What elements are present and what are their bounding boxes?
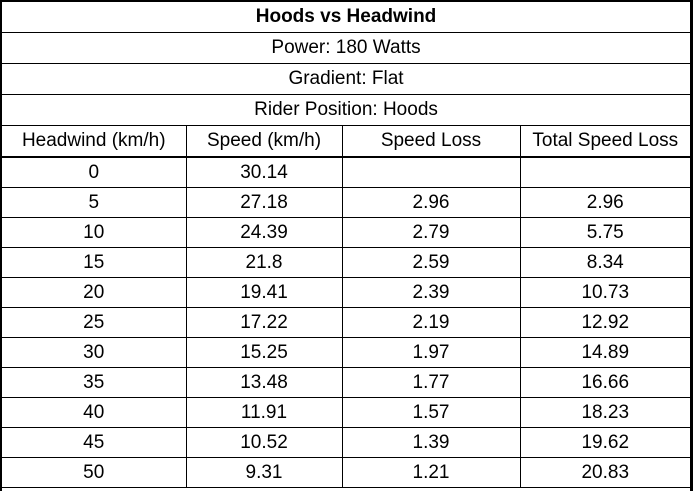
cell-speed-loss: 1.21 — [341, 457, 521, 488]
column-header-row: Headwind (km/h) Speed (km/h) Speed Loss … — [2, 125, 691, 158]
cell-headwind: 50 — [2, 457, 187, 488]
hoods-vs-headwind-table: Hoods vs Headwind Power: 180 Watts Gradi… — [2, 2, 691, 488]
column-header-speed: Speed (km/h) — [185, 125, 343, 158]
table-row: 5 27.18 2.96 2.96 — [2, 187, 691, 218]
cell-speed: 19.41 — [185, 277, 343, 308]
cell-speed: 13.48 — [185, 367, 343, 398]
cell-total-speed-loss: 19.62 — [519, 427, 691, 458]
cell-speed-loss: 2.96 — [341, 187, 521, 218]
cell-speed: 17.22 — [185, 307, 343, 338]
cell-headwind: 35 — [2, 367, 187, 398]
cell-total-speed-loss: 12.92 — [519, 307, 691, 338]
cell-headwind: 20 — [2, 277, 187, 308]
cell-total-speed-loss: 16.66 — [519, 367, 691, 398]
table-subtitle-gradient: Gradient: Flat — [2, 63, 691, 95]
column-header-headwind: Headwind (km/h) — [2, 125, 187, 158]
cell-total-speed-loss: 14.89 — [519, 337, 691, 368]
cell-speed: 27.18 — [185, 187, 343, 218]
cell-headwind: 40 — [2, 397, 187, 428]
table-row: 30 15.25 1.97 14.89 — [2, 337, 691, 368]
cell-total-speed-loss: 5.75 — [519, 217, 691, 248]
cell-headwind: 5 — [2, 187, 187, 218]
cell-headwind: 25 — [2, 307, 187, 338]
table-title: Hoods vs Headwind — [2, 2, 691, 33]
table-row: 0 30.14 — [2, 157, 691, 188]
cell-speed-loss: 1.57 — [341, 397, 521, 428]
cell-speed-loss: 1.97 — [341, 337, 521, 368]
table-row: 50 9.31 1.21 20.83 — [2, 457, 691, 488]
cell-total-speed-loss: 2.96 — [519, 187, 691, 218]
cell-headwind: 0 — [2, 157, 187, 188]
cell-speed: 9.31 — [185, 457, 343, 488]
table-row: 15 21.8 2.59 8.34 — [2, 247, 691, 278]
table-subtitle-rider-position: Rider Position: Hoods — [2, 94, 691, 126]
table-row: 45 10.52 1.39 19.62 — [2, 427, 691, 458]
cell-total-speed-loss: 8.34 — [519, 247, 691, 278]
cell-speed: 11.91 — [185, 397, 343, 428]
table-body: 0 30.14 5 27.18 2.96 2.96 10 24.39 2.79 5.75 15 21.… — [2, 157, 691, 488]
cell-speed: 24.39 — [185, 217, 343, 248]
column-header-speed-loss: Speed Loss — [341, 125, 521, 158]
cell-speed: 21.8 — [185, 247, 343, 278]
cell-speed: 15.25 — [185, 337, 343, 368]
cell-headwind: 15 — [2, 247, 187, 278]
cell-speed-loss: 2.19 — [341, 307, 521, 338]
table-row: 35 13.48 1.77 16.66 — [2, 367, 691, 398]
cell-total-speed-loss: 18.23 — [519, 397, 691, 428]
cell-speed: 30.14 — [185, 157, 343, 188]
cell-total-speed-loss: 20.83 — [519, 457, 691, 488]
cell-headwind: 10 — [2, 217, 187, 248]
table-row: 20 19.41 2.39 10.73 — [2, 277, 691, 308]
cell-speed: 10.52 — [185, 427, 343, 458]
table-row: 10 24.39 2.79 5.75 — [2, 217, 691, 248]
table-subtitle-power: Power: 180 Watts — [2, 32, 691, 64]
cell-headwind: 30 — [2, 337, 187, 368]
cell-speed-loss: 2.79 — [341, 217, 521, 248]
cell-total-speed-loss — [519, 157, 691, 188]
cell-headwind: 45 — [2, 427, 187, 458]
table-row: 25 17.22 2.19 12.92 — [2, 307, 691, 338]
cell-speed-loss — [341, 157, 521, 188]
cell-speed-loss: 1.39 — [341, 427, 521, 458]
table-row: 40 11.91 1.57 18.23 — [2, 397, 691, 428]
cell-speed-loss: 2.39 — [341, 277, 521, 308]
cell-speed-loss: 2.59 — [341, 247, 521, 278]
column-header-total-speed-loss: Total Speed Loss — [519, 125, 691, 158]
cell-total-speed-loss: 10.73 — [519, 277, 691, 308]
cell-speed-loss: 1.77 — [341, 367, 521, 398]
